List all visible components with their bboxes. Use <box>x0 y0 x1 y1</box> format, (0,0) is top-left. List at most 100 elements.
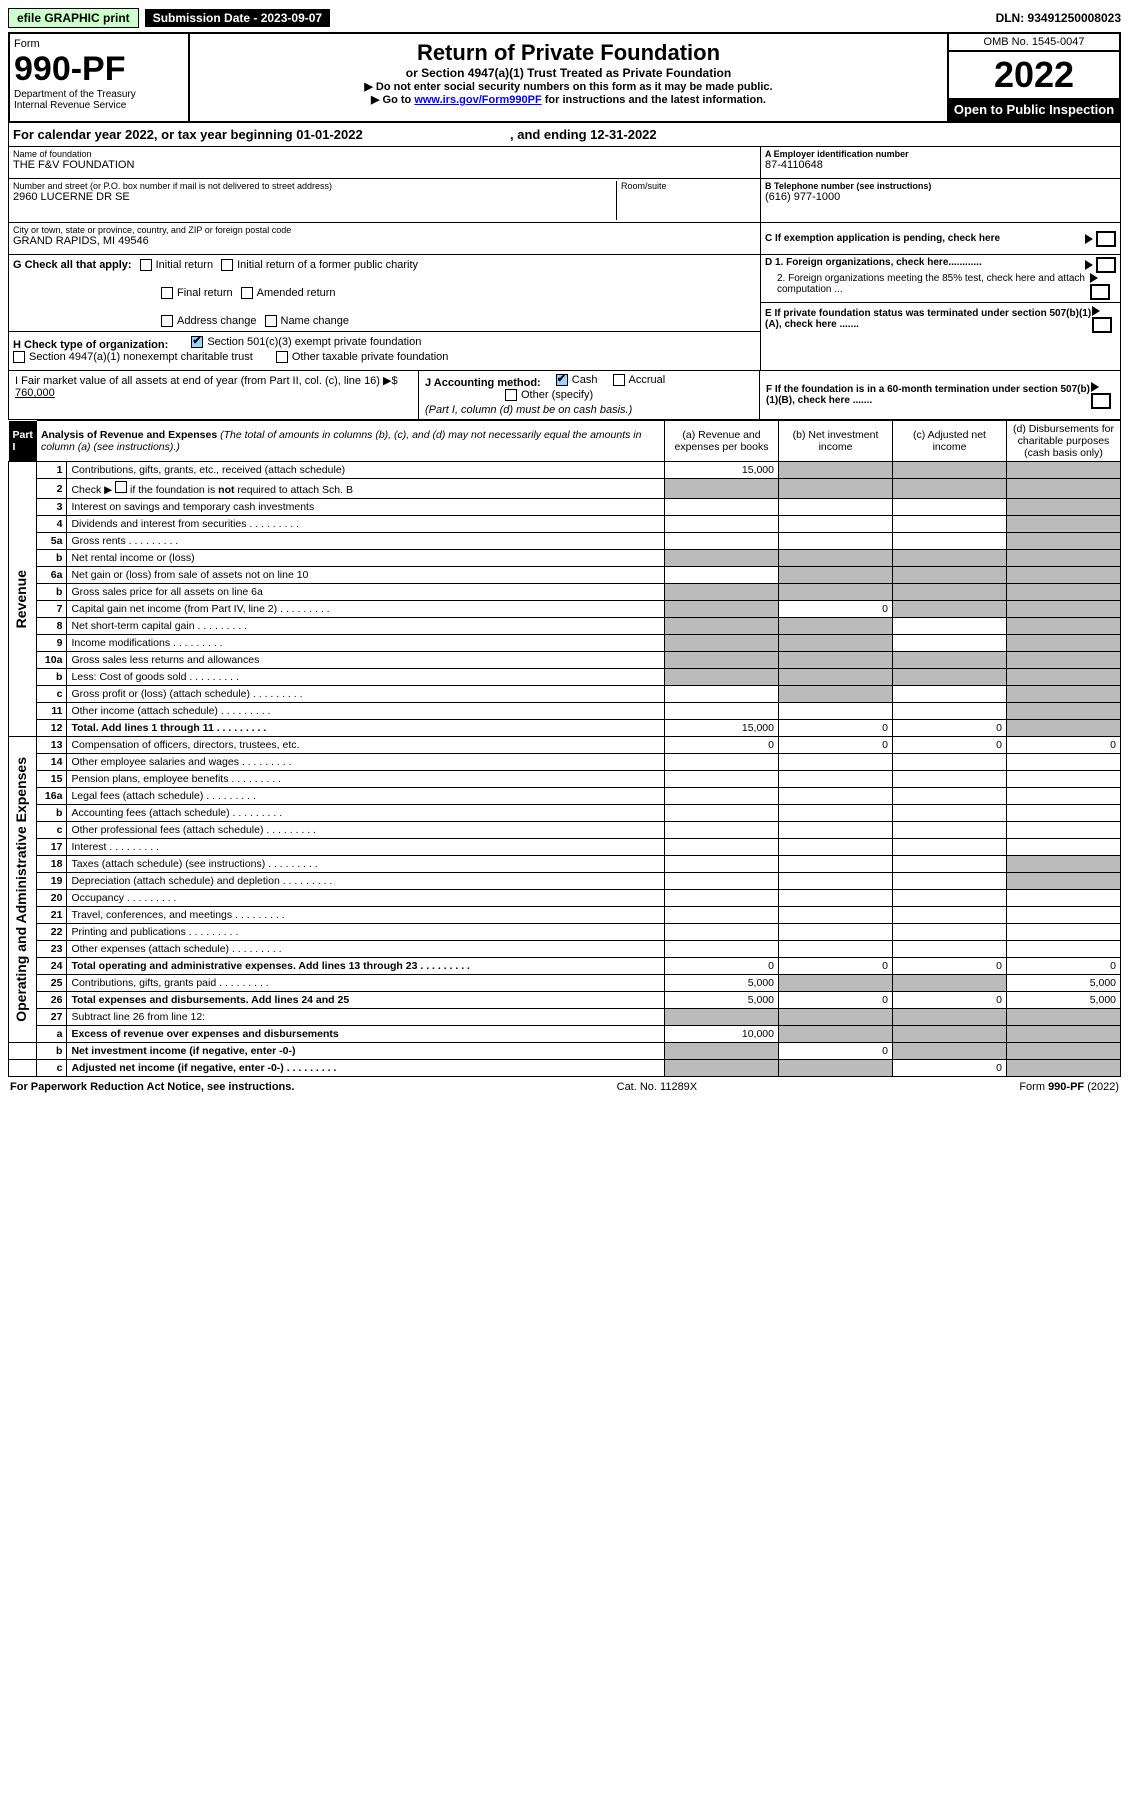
form-number: 990-PF <box>14 50 184 89</box>
checkbox-amended[interactable] <box>241 287 253 299</box>
page-footer: For Paperwork Reduction Act Notice, see … <box>8 1077 1121 1097</box>
col-d-header: (d) Disbursements for charitable purpose… <box>1007 421 1121 462</box>
line-11-desc: Other income (attach schedule) <box>67 703 665 720</box>
dln-label: DLN: 93491250008023 <box>996 11 1121 25</box>
checkbox-initial-former[interactable] <box>221 259 233 271</box>
line-12-a: 15,000 <box>665 720 779 737</box>
line-23-desc: Other expenses (attach schedule) <box>67 941 665 958</box>
line-1-desc: Contributions, gifts, grants, etc., rece… <box>67 462 665 479</box>
line-7-b: 0 <box>779 601 893 618</box>
line-26-d: 5,000 <box>1007 992 1121 1009</box>
section-ijf: I Fair market value of all assets at end… <box>8 371 1121 420</box>
checkbox-other[interactable] <box>505 389 517 401</box>
checkbox-f[interactable] <box>1091 393 1111 409</box>
col-b-header: (b) Net investment income <box>779 421 893 462</box>
line-27c-desc: Adjusted net income (if negative, enter … <box>67 1060 665 1077</box>
opt-other: Other (specify) <box>521 389 593 401</box>
efile-print-button[interactable]: efile GRAPHIC print <box>8 8 139 28</box>
line-22-no: 22 <box>37 924 67 941</box>
line-27a-no: a <box>37 1026 67 1043</box>
omb-number: OMB No. 1545-0047 <box>949 34 1119 52</box>
checkbox-4947[interactable] <box>13 351 25 363</box>
j-note: (Part I, column (d) must be on cash basi… <box>425 404 632 416</box>
instruction-2: ▶ Go to www.irs.gov/Form990PF for instru… <box>196 93 941 106</box>
checkbox-address-change[interactable] <box>161 315 173 327</box>
ein-label: A Employer identification number <box>765 149 1116 159</box>
line-10b-desc: Less: Cost of goods sold <box>67 669 665 686</box>
line-14-desc: Other employee salaries and wages <box>67 754 665 771</box>
line-27b-b: 0 <box>779 1043 893 1060</box>
line-2-no: 2 <box>37 479 67 499</box>
part1-badge: Part I <box>9 421 37 462</box>
line-10b-no: b <box>37 669 67 686</box>
identification-block: Name of foundation THE F&V FOUNDATION Nu… <box>8 147 1121 371</box>
calendar-year-row: For calendar year 2022, or tax year begi… <box>8 123 1121 147</box>
line-27a-a: 10,000 <box>665 1026 779 1043</box>
opt-cash: Cash <box>572 374 598 386</box>
line-25-desc: Contributions, gifts, grants paid <box>67 975 665 992</box>
line-25-no: 25 <box>37 975 67 992</box>
line-24-b: 0 <box>779 958 893 975</box>
checkbox-accrual[interactable] <box>613 374 625 386</box>
checkbox-sch-b[interactable] <box>115 481 127 493</box>
line-13-c: 0 <box>893 737 1007 754</box>
line-6b-no: b <box>37 584 67 601</box>
line-4-no: 4 <box>37 516 67 533</box>
line-1-a: 15,000 <box>665 462 779 479</box>
checkbox-other-taxable[interactable] <box>276 351 288 363</box>
opt-initial: Initial return <box>156 259 213 271</box>
line-27-desc: Subtract line 26 from line 12: <box>67 1009 665 1026</box>
line-18-no: 18 <box>37 856 67 873</box>
checkbox-c[interactable] <box>1096 231 1116 247</box>
cal-end: , and ending 12-31-2022 <box>510 127 657 142</box>
checkbox-initial-return[interactable] <box>140 259 152 271</box>
checkbox-d2[interactable] <box>1090 284 1110 300</box>
cal-begin: For calendar year 2022, or tax year begi… <box>13 127 363 142</box>
line-13-b: 0 <box>779 737 893 754</box>
line-10a-desc: Gross sales less returns and allowances <box>67 652 665 669</box>
checkbox-name-change[interactable] <box>265 315 277 327</box>
checkbox-501c3[interactable] <box>191 336 203 348</box>
d1-label: D 1. Foreign organizations, check here..… <box>765 257 982 273</box>
arrow-icon <box>1085 234 1093 244</box>
opt-501c3: Section 501(c)(3) exempt private foundat… <box>207 336 421 348</box>
line-10c-no: c <box>37 686 67 703</box>
line-3-no: 3 <box>37 499 67 516</box>
instruction-1: ▶ Do not enter social security numbers o… <box>196 80 941 93</box>
instr-suffix: for instructions and the latest informat… <box>542 94 766 106</box>
opt-name-chg: Name change <box>281 315 350 327</box>
opt-other-tax: Other taxable private foundation <box>292 351 449 363</box>
submission-date-badge: Submission Date - 2023-09-07 <box>145 9 330 27</box>
checkbox-final[interactable] <box>161 287 173 299</box>
checkbox-d1[interactable] <box>1096 257 1116 273</box>
line-16a-desc: Legal fees (attach schedule) <box>67 788 665 805</box>
line-21-no: 21 <box>37 907 67 924</box>
line-13-d: 0 <box>1007 737 1121 754</box>
line-27b-no: b <box>37 1043 67 1060</box>
line-20-no: 20 <box>37 890 67 907</box>
checkbox-cash[interactable] <box>556 374 568 386</box>
line-16a-no: 16a <box>37 788 67 805</box>
tel-value: (616) 977-1000 <box>765 191 1116 203</box>
i-label: I Fair market value of all assets at end… <box>15 375 398 387</box>
form-header: Form 990-PF Department of the Treasury I… <box>8 32 1121 123</box>
e-label: E If private foundation status was termi… <box>765 308 1092 330</box>
line-12-no: 12 <box>37 720 67 737</box>
revenue-side-label: Revenue <box>13 570 29 628</box>
line-16c-no: c <box>37 822 67 839</box>
col-c-header: (c) Adjusted net income <box>893 421 1007 462</box>
checkbox-e[interactable] <box>1092 317 1112 333</box>
line-6b-desc: Gross sales price for all assets on line… <box>67 584 665 601</box>
line-5a-no: 5a <box>37 533 67 550</box>
arrow-icon <box>1091 382 1099 392</box>
line-23-no: 23 <box>37 941 67 958</box>
line-6a-no: 6a <box>37 567 67 584</box>
irs-link[interactable]: www.irs.gov/Form990PF <box>414 94 541 106</box>
line-3-desc: Interest on savings and temporary cash i… <box>67 499 665 516</box>
line-20-desc: Occupancy <box>67 890 665 907</box>
form-title: Return of Private Foundation <box>196 40 941 66</box>
col-a-header: (a) Revenue and expenses per books <box>665 421 779 462</box>
line-5b-desc: Net rental income or (loss) <box>67 550 665 567</box>
line-8-no: 8 <box>37 618 67 635</box>
line-12-desc: Total. Add lines 1 through 11 <box>67 720 665 737</box>
